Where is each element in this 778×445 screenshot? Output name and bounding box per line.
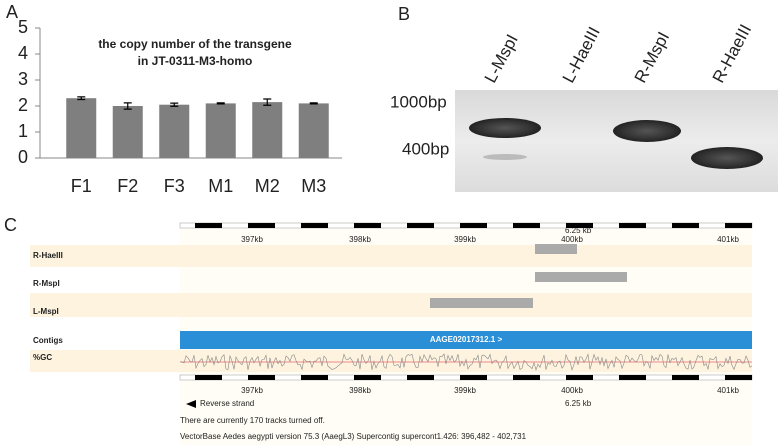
- ruler-seg: [354, 223, 381, 228]
- footer: VectorBase Aedes aegypti version 75.3 (A…: [180, 432, 527, 441]
- ruler-seg: [460, 375, 487, 380]
- ruler-label: 401kb: [717, 235, 739, 244]
- error-bar: [216, 102, 225, 105]
- size-marker: 1000bp: [390, 92, 447, 111]
- ruler-label: 400kb: [561, 386, 583, 395]
- error-bar: [263, 98, 272, 106]
- ruler-seg: [248, 375, 275, 380]
- feature: [430, 298, 533, 308]
- error-bar: [77, 96, 86, 101]
- error-bar: [123, 102, 132, 110]
- error-bar: [170, 102, 179, 107]
- gel-band: [613, 120, 681, 142]
- ruler-seg: [513, 375, 540, 380]
- contig-label: AAGE02017312.1 >: [430, 335, 503, 344]
- track-label: Contigs: [33, 336, 63, 345]
- panel-label: B: [398, 4, 410, 24]
- panel-label: C: [4, 215, 17, 235]
- ruler-seg: [725, 223, 752, 228]
- error-bar: [309, 102, 318, 105]
- bar: [205, 103, 236, 158]
- chart-title-box: the copy number of the transgene in JT-0…: [98, 37, 292, 68]
- ruler-label: 400kb: [561, 235, 583, 244]
- x-tick-label: F3: [164, 176, 185, 196]
- ruler-seg: [195, 223, 222, 228]
- tracks-off: There are currently 170 tracks turned of…: [180, 416, 325, 425]
- row-stripe: [30, 350, 752, 372]
- ruler-label: 399kb: [454, 235, 476, 244]
- ruler-seg: [407, 375, 434, 380]
- bar: [112, 106, 143, 158]
- lane-label: R-MspI: [631, 29, 673, 86]
- y-tick-label: 1: [18, 121, 28, 141]
- gc-trace: [179, 353, 753, 371]
- bar: [66, 98, 97, 158]
- track-label: R-HaeIII: [33, 251, 63, 260]
- region-size: 6.25 kb: [565, 399, 592, 408]
- chart-title: the copy number of the transgene in JT-0…: [98, 37, 292, 68]
- ruler-seg: [672, 375, 699, 380]
- ruler-seg: [725, 375, 752, 380]
- ruler-seg: [195, 375, 222, 380]
- strand-arrow: [186, 400, 196, 408]
- ruler-label: 399kb: [454, 386, 476, 395]
- gel-band: [691, 147, 763, 169]
- ruler-seg: [301, 223, 328, 228]
- gel-band: [469, 118, 541, 138]
- ruler-seg: [407, 223, 434, 228]
- ruler-label: 401kb: [717, 386, 739, 395]
- bar: [159, 104, 190, 158]
- track-label: R-MspI: [33, 279, 60, 288]
- ruler-seg: [513, 223, 540, 228]
- gel: [455, 90, 778, 192]
- track-label: %GC: [33, 353, 52, 362]
- ruler-seg: [566, 375, 593, 380]
- track-label: L-MspI: [33, 307, 59, 316]
- ruler-seg: [301, 375, 328, 380]
- bar: [298, 103, 329, 158]
- ruler-seg: [354, 375, 381, 380]
- lane-label: L-MspI: [481, 31, 522, 86]
- panel-label: A: [6, 2, 18, 22]
- y-tick-label: 5: [18, 17, 28, 37]
- lane-label: L-HaeIII: [559, 24, 604, 86]
- x-tick-label: M1: [208, 176, 233, 196]
- ruler-label: 397kb: [241, 235, 263, 244]
- ruler-label: 397kb: [241, 386, 263, 395]
- y-tick-label: 2: [18, 95, 28, 115]
- ruler-seg: [566, 223, 593, 228]
- lane-label: R-HaeIII: [709, 21, 755, 86]
- y-tick-label: 0: [18, 147, 28, 167]
- ruler-seg: [248, 223, 275, 228]
- y-tick-label: 4: [18, 43, 28, 63]
- row-stripe: [30, 245, 752, 267]
- x-tick-label: F1: [71, 176, 92, 196]
- row-stripe: [30, 293, 752, 317]
- bar: [252, 102, 283, 158]
- ruler-seg: [619, 223, 646, 228]
- ruler-label: 398kb: [349, 386, 371, 395]
- strand-label: Reverse strand: [200, 399, 254, 408]
- y-tick-label: 3: [18, 69, 28, 89]
- gel-band-faint: [483, 154, 527, 160]
- ruler-seg: [460, 223, 487, 228]
- x-tick-label: M2: [255, 176, 280, 196]
- contig-bar: [180, 331, 752, 349]
- size-marker: 400bp: [402, 139, 449, 158]
- region-size: 6.25 kb: [565, 226, 592, 235]
- ruler-label: 398kb: [349, 235, 371, 244]
- feature: [535, 244, 577, 254]
- x-tick-label: M3: [301, 176, 326, 196]
- ruler-seg: [672, 223, 699, 228]
- x-tick-label: F2: [117, 176, 138, 196]
- feature: [535, 272, 627, 282]
- ruler-seg: [619, 375, 646, 380]
